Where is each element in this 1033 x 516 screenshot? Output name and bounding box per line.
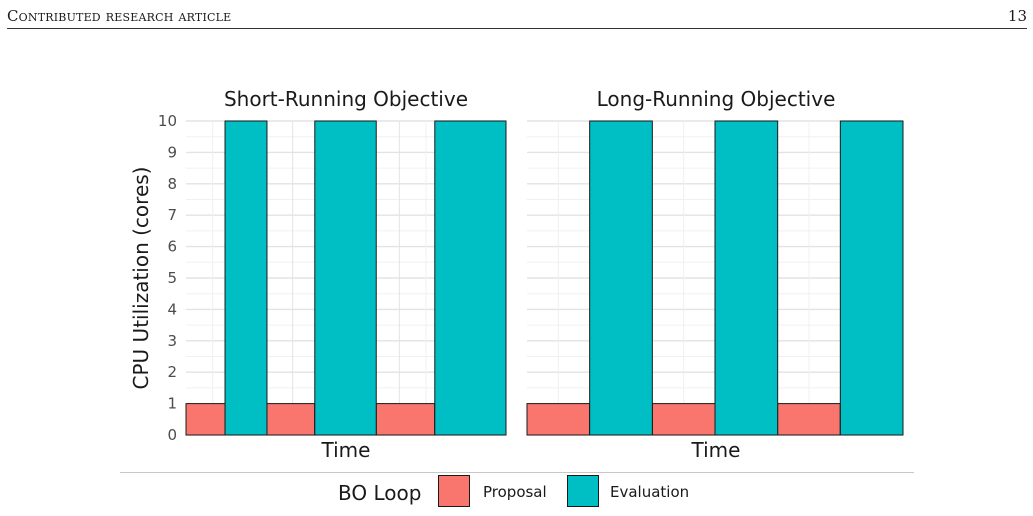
page-number: 13 [1007,7,1027,25]
y-tick-label: 7 [167,206,177,224]
panel-bars [185,120,507,436]
legend-swatch-evaluation [567,475,599,507]
running-head: Contributed research article [7,7,232,25]
proposal-bar [185,403,226,436]
y-tick-label: 3 [167,332,177,350]
legend-swatch-proposal [438,475,470,507]
proposal-bar [375,403,436,436]
x-axis-title: Time [691,438,741,462]
panel-title: Short-Running Objective [224,87,468,111]
y-axis-title: CPU Utilization (cores) [129,167,153,390]
evaluation-bar [434,120,507,436]
legend-divider [120,472,914,473]
x-axis-title: Time [321,438,371,462]
proposal-bar [777,403,841,436]
y-tick-label: 9 [167,143,177,161]
evaluation-bar [314,120,377,436]
y-tick-label: 5 [167,269,177,287]
evaluation-bar [224,120,268,436]
panel-short-running: Short-Running Objective Time [185,87,507,462]
legend-label-proposal: Proposal [483,483,547,501]
evaluation-bar [714,120,779,436]
evaluation-bar [839,120,904,436]
proposal-bar [651,403,716,436]
legend-label-evaluation: Evaluation [610,483,690,501]
y-tick-label: 0 [167,426,177,444]
y-axis: CPU Utilization (cores) 0 1 2 3 4 5 6 7 8 9 10 [129,112,177,444]
y-tick-label: 1 [167,395,177,413]
legend: BO Loop Proposal Evaluation [0,472,1033,516]
legend-title: BO Loop [338,481,422,505]
y-tick-label: 2 [167,363,177,381]
proposal-bar [266,403,316,436]
page-header: Contributed research article 13 [7,4,1027,29]
panel-long-running: Long-Running Objective Time [526,87,904,462]
y-tick-label: 4 [167,300,177,318]
panel-title: Long-Running Objective [597,87,836,111]
cpu-utilization-figure: CPU Utilization (cores) 0 1 2 3 4 5 6 7 8 9 10 Sho… [129,87,904,462]
proposal-bar [526,403,591,436]
panel-bars [526,120,904,436]
y-tick-label: 6 [167,238,177,256]
y-tick-label: 10 [158,112,177,130]
y-tick-label: 8 [167,175,177,193]
evaluation-bar [589,120,653,436]
